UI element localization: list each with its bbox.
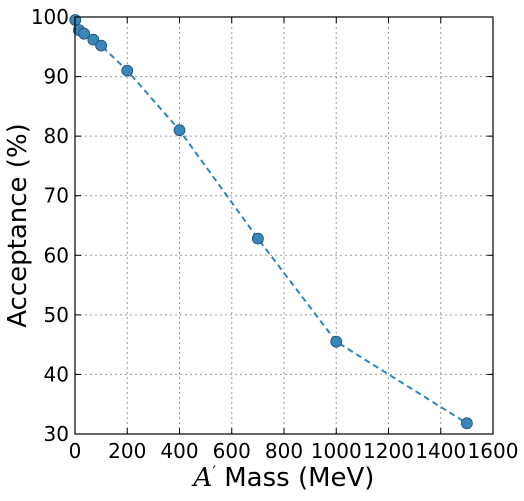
data-point xyxy=(251,232,264,245)
y-tick-label: 60 xyxy=(44,243,69,267)
data-point xyxy=(87,33,100,46)
data-point xyxy=(121,64,134,77)
y-tick-label: 100 xyxy=(31,5,69,29)
data-point xyxy=(330,335,343,348)
x-tick-label: 400 xyxy=(160,439,198,463)
data-point xyxy=(95,39,108,52)
x-tick-label: 0 xyxy=(69,439,82,463)
x-axis-label: A′ Mass (MeV) xyxy=(192,462,375,494)
x-tick-label: 200 xyxy=(108,439,146,463)
data-point xyxy=(173,124,186,137)
y-tick-label: 70 xyxy=(44,184,69,208)
x-tick-label: 1600 xyxy=(468,439,519,463)
data-point xyxy=(78,27,91,40)
x-tick-label: 1000 xyxy=(311,439,362,463)
y-tick-label: 80 xyxy=(44,124,69,148)
x-tick-label: 800 xyxy=(265,439,303,463)
y-axis-label: Acceptance (%) xyxy=(3,123,33,328)
y-tick-label: 50 xyxy=(44,303,69,327)
grid-lines xyxy=(74,16,494,435)
x-tick-label: 1400 xyxy=(415,439,466,463)
y-tick-label: 90 xyxy=(44,65,69,89)
axis-ticks: 0 200 400 600 800 1000 1200 1400 1600 30 40 50 60 70 8… xyxy=(31,5,519,463)
x-tick-label: 600 xyxy=(213,439,251,463)
y-tick-label: 30 xyxy=(44,422,69,446)
data-point xyxy=(460,417,473,430)
x-tick-label: 1200 xyxy=(363,439,414,463)
series-line xyxy=(74,19,468,425)
plot-frame xyxy=(74,16,494,435)
y-tick-label: 40 xyxy=(44,362,69,386)
